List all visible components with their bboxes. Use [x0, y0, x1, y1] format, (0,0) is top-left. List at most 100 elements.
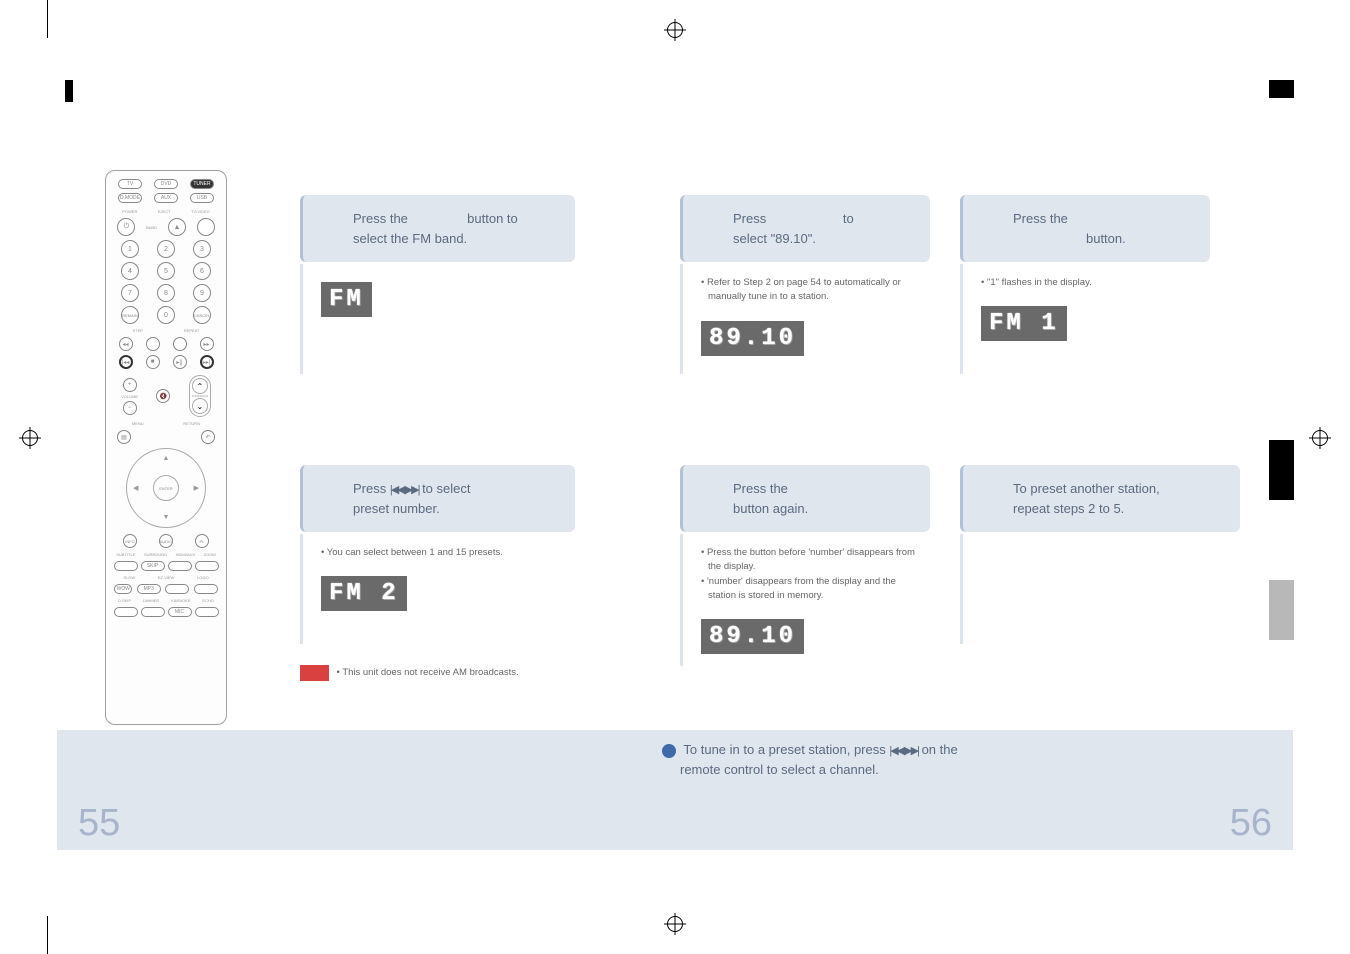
step-1-header: Press the XXXXXX button to select the FM… — [300, 195, 575, 262]
remote-tuner-button: TUNER — [190, 179, 214, 189]
remote-tune-down: ⌄ — [192, 398, 208, 414]
remote-pl2-button: PL — [195, 534, 209, 548]
remote-aux-button: AUX — [154, 193, 178, 203]
step-3-card: Press the XXXXXXXX button. "1" flashes i… — [960, 195, 1210, 374]
remote-key-5: 5 — [157, 262, 175, 280]
step-5-card: Press the button again. Press the button… — [680, 465, 930, 666]
remote-label-logo: LOGO — [197, 575, 209, 580]
prev-next-icon: |◀◀ ▶▶| — [390, 484, 419, 496]
remote-label-dimmer: DIMMER — [143, 598, 159, 603]
remote-prev-button: |◂◂ — [119, 355, 133, 369]
remote-nav-right: ▶ — [194, 484, 199, 492]
remote-dskip-button — [114, 607, 138, 617]
remote-nav-pad: ▲ ▼ ◀ ▶ ENTER — [126, 448, 206, 528]
crop-target — [1312, 430, 1328, 446]
remote-cancel-button: CANCEL — [193, 306, 211, 324]
step-5-text-line2: button again. — [733, 499, 910, 519]
remote-dimmer-button — [141, 607, 165, 617]
step-3-text-line1: Press the — [1013, 209, 1190, 229]
remote-control: TV DVD TUNER D.MODE AUX USB POWER EJECT … — [105, 170, 227, 725]
remote-step-button — [146, 337, 160, 351]
remote-zoom-button — [195, 561, 219, 571]
remote-eject-label: EJECT — [158, 209, 171, 214]
remote-key-8: 8 — [157, 284, 175, 302]
remote-tvvideo-button — [197, 218, 215, 236]
remote-key-0: 0 — [157, 306, 175, 324]
footer-tip: To tune in to a preset station, press |◀… — [680, 740, 958, 779]
remote-enter-button: ENTER — [153, 475, 179, 501]
step-3-note: "1" flashes in the display. — [981, 276, 1200, 290]
edge-accent — [1269, 440, 1294, 500]
step-4-text-mid: to select — [418, 481, 470, 496]
remote-menu-button: ▤ — [117, 430, 131, 444]
remote-rew-button: ◂◂ — [119, 337, 133, 351]
remote-stop-button: ■ — [146, 355, 160, 369]
remote-key-2: 2 — [157, 240, 175, 258]
note-text: This unit does not receive AM broadcasts… — [337, 666, 519, 680]
step-1-display-text: FM — [329, 286, 364, 313]
step-3-header: Press the XXXXXXXX button. — [960, 195, 1210, 262]
step-6-text-line2: repeat steps 2 to 5. — [1013, 499, 1220, 519]
remote-label-echo: ECHO — [202, 598, 214, 603]
tip-line1-suffix: on the — [918, 742, 958, 757]
remote-menu-label: MENU — [132, 421, 144, 426]
remote-ezview-button — [165, 584, 189, 594]
remote-label-karaoke: KARAOKE — [171, 598, 190, 603]
remote-nav-up: ▲ — [163, 455, 170, 462]
remote-power-button: ⏻ — [117, 218, 135, 236]
remote-label-zoom: ZOOM — [204, 552, 216, 557]
step-6-body — [960, 534, 1240, 644]
remote-repeat-label: REPEAT — [184, 328, 200, 333]
step-1-card: Press the XXXXXX button to select the FM… — [300, 195, 575, 374]
step-5-header: Press the button again. — [680, 465, 930, 532]
remote-volume-label: VOLUME — [121, 394, 138, 399]
remote-label-surround: SURROUND — [144, 552, 167, 557]
step-2-text-prefix: Press — [733, 211, 770, 226]
remote-karaoke-button: MIC — [168, 607, 192, 617]
step-2-text-line2: select "89.10". — [733, 229, 910, 249]
remote-ff-button: ▸▸ — [200, 337, 214, 351]
crop-mark — [47, 0, 48, 38]
remote-key-4: 4 — [121, 262, 139, 280]
remote-usb-button: USB — [190, 193, 214, 203]
remote-slow-button: MP3 — [137, 584, 161, 594]
step-2-body: Refer to Step 2 on page 54 to automatica… — [680, 264, 930, 374]
step-5-display: 89.10 — [701, 619, 804, 654]
step-5-body: Press the button before 'number' disappe… — [680, 534, 930, 666]
remote-tuning-control: ⌃ TUNING/CH ⌄ — [189, 375, 211, 417]
step-4-text-line2: preset number. — [353, 499, 555, 519]
remote-hdmi-button — [168, 561, 192, 571]
remote-return-label: RETURN — [183, 421, 200, 426]
note-box: This unit does not receive AM broadcasts… — [300, 665, 519, 681]
tip-line2: remote control to select a channel. — [680, 762, 879, 777]
remote-vol-down: − — [123, 401, 137, 415]
remote-subtitle-button — [114, 561, 138, 571]
step-4-note: You can select between 1 and 15 presets. — [321, 546, 565, 560]
step-5-text-line1: Press the — [733, 479, 910, 499]
step-4-text-prefix: Press — [353, 481, 390, 496]
step-3-body: "1" flashes in the display. FM 1 — [960, 264, 1210, 374]
step-2-display-text: 89.10 — [709, 325, 796, 352]
remote-nav-left: ◀ — [133, 484, 138, 492]
remote-key-6: 6 — [193, 262, 211, 280]
remote-band-label: BAND — [146, 225, 157, 230]
remote-step-label: STEP — [132, 328, 142, 333]
crop-target — [667, 22, 683, 38]
step-2-header: Press XXXXXXXX to select "89.10". — [680, 195, 930, 262]
crop-target — [22, 430, 38, 446]
remote-nav-down: ▼ — [163, 514, 170, 521]
remote-logo-button — [194, 584, 218, 594]
remote-return-button: ↶ — [201, 430, 215, 444]
remote-echo-button — [195, 607, 219, 617]
remote-tv-button: TV — [118, 179, 142, 189]
step-5-note-2: 'number' disappears from the display and… — [701, 575, 920, 604]
remote-dmode-button: D.MODE — [118, 193, 142, 203]
step-1-body: FM — [300, 264, 575, 374]
step-2-card: Press XXXXXXXX to select "89.10". Refer … — [680, 195, 930, 374]
remote-wow-button: WOW — [114, 584, 132, 594]
remote-tune-up: ⌃ — [192, 378, 208, 394]
remote-info-button: INFO — [123, 534, 137, 548]
remote-audio-button: AUDIO — [159, 534, 173, 548]
step-6-text-line1: To preset another station, — [1013, 479, 1220, 499]
remote-label-ezview: EZ VIEW — [158, 575, 174, 580]
